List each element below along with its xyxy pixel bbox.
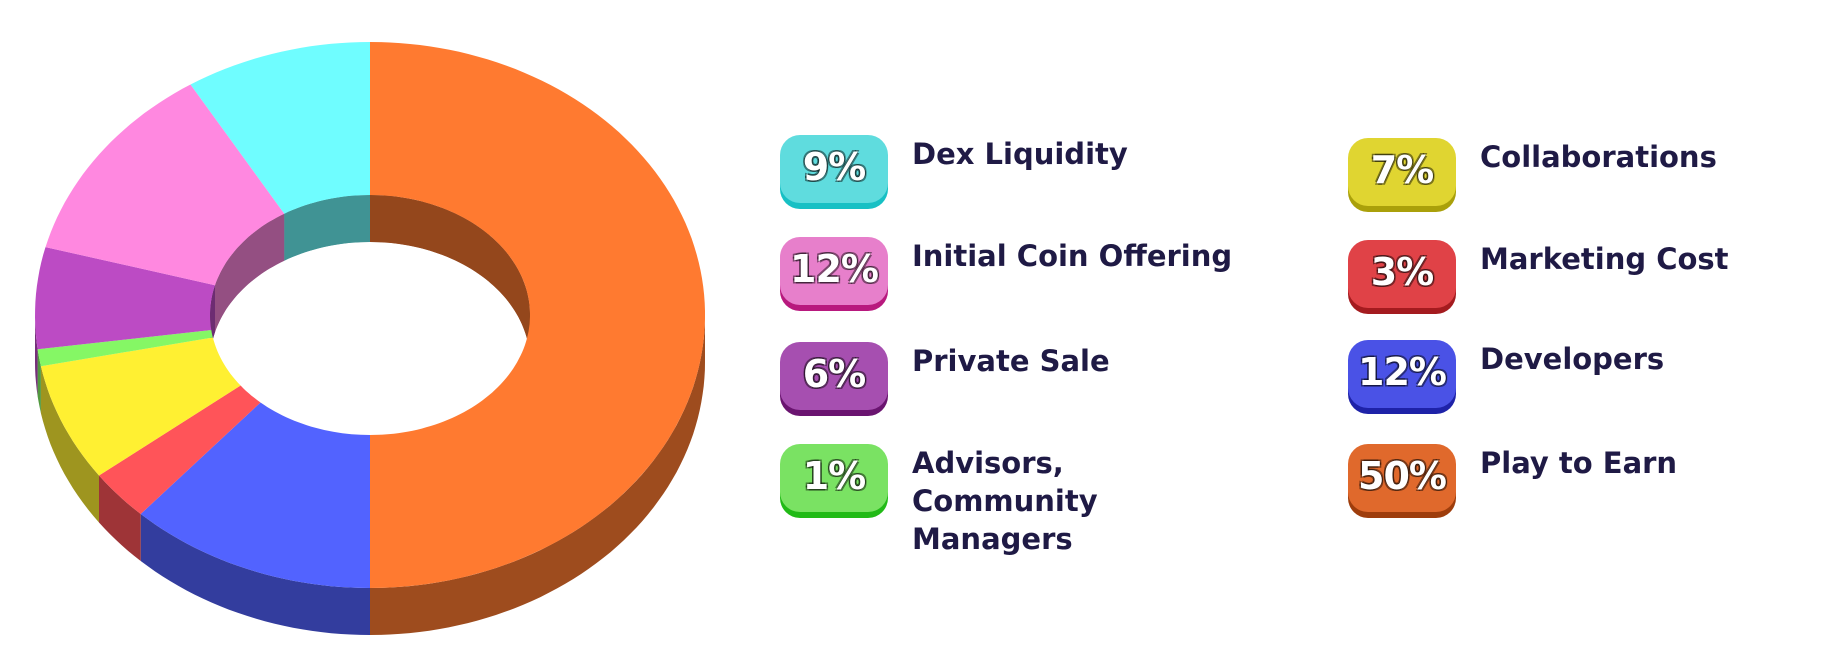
slice-inner-wall-dex-liquidity <box>284 195 370 261</box>
legend-label: Play to Earn <box>1480 446 1678 480</box>
legend-badge: 12% <box>780 237 888 305</box>
slice-private-sale <box>35 247 215 350</box>
slice-side-collaborations <box>40 366 99 523</box>
legend-badge: 6% <box>780 342 888 410</box>
slice-side-private-sale <box>35 315 38 397</box>
slice-inner-wall-play-to-earn <box>370 195 530 362</box>
legend-label: Dex Liquidity <box>912 137 1128 171</box>
slice-side-play-to-earn <box>370 315 705 635</box>
slice-play-to-earn <box>370 42 705 588</box>
legend-badge: 12% <box>1348 340 1456 408</box>
legend-badge: 3% <box>1348 240 1456 308</box>
legend-label: Collaborations <box>1480 140 1717 174</box>
slice-developers <box>140 402 370 588</box>
legend-badge: 50% <box>1348 444 1456 512</box>
slice-side-advisors-community-managers <box>37 349 41 414</box>
slice-inner-wall-initial-coin-offering <box>215 213 285 333</box>
slice-dex-liquidity <box>190 42 370 214</box>
slice-marketing-cost <box>99 385 261 514</box>
legend-label: Initial Coin Offering <box>912 239 1233 273</box>
legend-label: Advisors, Community Managers <box>912 446 1098 556</box>
slice-initial-coin-offering <box>45 84 285 286</box>
donut-chart <box>35 42 705 635</box>
legend-label: Marketing Cost <box>1480 242 1729 276</box>
legend-label: Private Sale <box>912 344 1110 378</box>
slice-collaborations <box>40 337 241 476</box>
slice-side-developers <box>140 514 370 635</box>
legend-badge: 7% <box>1348 138 1456 206</box>
legend-badge: 9% <box>780 135 888 203</box>
slice-advisors-community-managers <box>37 330 213 367</box>
legend-badge: 1% <box>780 444 888 512</box>
slice-side-marketing-cost <box>99 475 141 561</box>
legend-label: Developers <box>1480 342 1665 376</box>
